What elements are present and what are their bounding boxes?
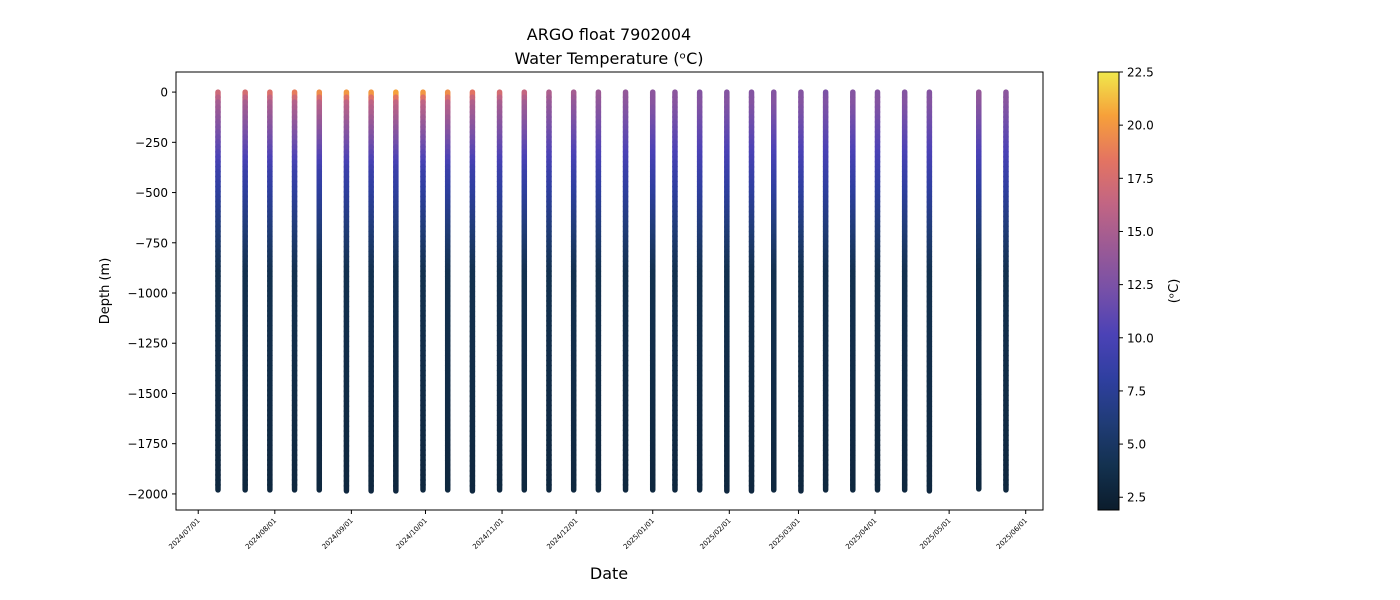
- y-tick-label: −2000: [127, 487, 168, 501]
- y-tick-label: −750: [135, 236, 168, 250]
- plot-frame: [175, 71, 1044, 511]
- y-tick-label: 0: [160, 86, 168, 100]
- y-tick-label: −1250: [127, 337, 168, 351]
- y-tick-label: −1500: [127, 387, 168, 401]
- y-axis: 0 −250 −500 −750 −1000 −1250 −1500 −1750 −2000: [127, 86, 176, 501]
- colorbar-axis: 2.5 5.0 7.5 10.0 12.5 15.0 17.5 20.0 22.5: [1119, 66, 1154, 505]
- profiles-layer: [215, 89, 1009, 494]
- colorbar-tick-label: 5.0: [1127, 438, 1146, 452]
- y-tick-label: −1000: [127, 287, 168, 301]
- colorbar-tick-label: 2.5: [1127, 491, 1146, 505]
- chart-title: ARGO float 7902004: [527, 25, 691, 44]
- plot-area: [176, 72, 1043, 510]
- y-tick-label: −1750: [127, 437, 168, 451]
- y-axis-label: Depth (m): [98, 258, 113, 325]
- colorbar-tick-label: 20.0: [1127, 119, 1154, 133]
- chart-subtitle: Water Temperature (ᵒC): [514, 49, 703, 68]
- x-axis-label: Date: [590, 564, 628, 583]
- y-tick-label: −250: [135, 136, 168, 150]
- colorbar-tick-label: 7.5: [1127, 384, 1146, 398]
- colorbar-tick-label: 22.5: [1127, 66, 1154, 80]
- colorbar-tick-label: 17.5: [1127, 172, 1154, 186]
- colorbar-label: (ᵒC): [1167, 279, 1182, 304]
- colorbar-tick-label: 10.0: [1127, 331, 1154, 345]
- colorbar: [1097, 71, 1120, 511]
- colorbar-tick-label: 12.5: [1127, 278, 1154, 292]
- colorbar-tick-label: 15.0: [1127, 225, 1154, 239]
- y-tick-label: −500: [135, 186, 168, 200]
